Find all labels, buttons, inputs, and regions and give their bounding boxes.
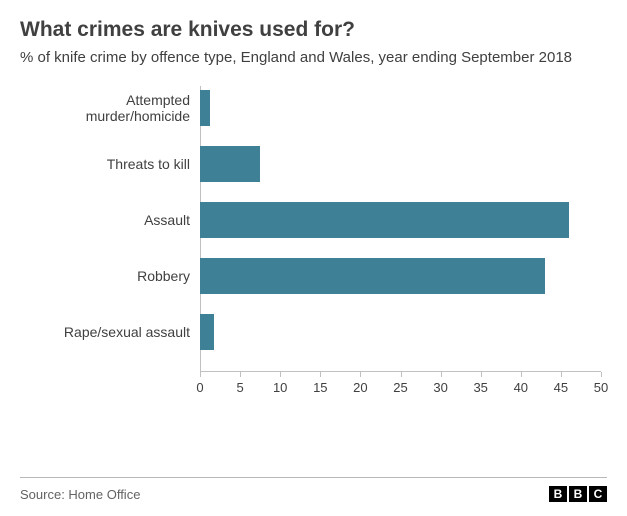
x-tick: [561, 372, 562, 377]
category-label: Attempted murder/homicide: [20, 92, 200, 124]
bar: [200, 258, 545, 294]
bar: [200, 202, 569, 238]
x-tick-label: 45: [554, 380, 568, 395]
x-tick-label: 50: [594, 380, 608, 395]
bar-row: Attempted murder/homicide: [200, 90, 601, 126]
logo-block: B: [549, 486, 567, 502]
x-tick: [240, 372, 241, 377]
x-tick-label: 30: [433, 380, 447, 395]
chart-subtitle: % of knife crime by offence type, Englan…: [20, 48, 607, 68]
category-label: Rape/sexual assault: [20, 324, 200, 340]
x-tick-label: 40: [514, 380, 528, 395]
bar-row: Robbery: [200, 258, 601, 294]
x-tick: [320, 372, 321, 377]
logo-block: C: [589, 486, 607, 502]
category-label: Assault: [20, 212, 200, 228]
footer-rule: [20, 477, 607, 478]
category-label: Robbery: [20, 268, 200, 284]
chart-title: What crimes are knives used for?: [20, 18, 607, 42]
chart-footer: Source: Home Office BBC: [20, 477, 607, 502]
x-tick: [601, 372, 602, 377]
x-tick-label: 0: [196, 380, 203, 395]
x-tick-label: 25: [393, 380, 407, 395]
x-tick: [360, 372, 361, 377]
x-tick-label: 5: [236, 380, 243, 395]
x-tick: [521, 372, 522, 377]
x-tick-label: 35: [473, 380, 487, 395]
bar-row: Rape/sexual assault: [200, 314, 601, 350]
x-tick: [401, 372, 402, 377]
bar-row: Threats to kill: [200, 146, 601, 182]
x-tick-label: 10: [273, 380, 287, 395]
bar-row: Assault: [200, 202, 601, 238]
x-tick-label: 15: [313, 380, 327, 395]
x-tick: [280, 372, 281, 377]
x-tick: [441, 372, 442, 377]
bbc-logo: BBC: [549, 486, 607, 502]
category-label: Threats to kill: [20, 156, 200, 172]
x-tick: [481, 372, 482, 377]
bar: [200, 314, 214, 350]
source-text: Source: Home Office: [20, 487, 140, 502]
chart-area: Attempted murder/homicideThreats to kill…: [20, 86, 607, 406]
plot-region: Attempted murder/homicide Threats to kill…: [200, 86, 601, 372]
bar: [200, 90, 210, 126]
x-tick: [200, 372, 201, 377]
logo-block: B: [569, 486, 587, 502]
bar: [200, 146, 260, 182]
x-tick-label: 20: [353, 380, 367, 395]
